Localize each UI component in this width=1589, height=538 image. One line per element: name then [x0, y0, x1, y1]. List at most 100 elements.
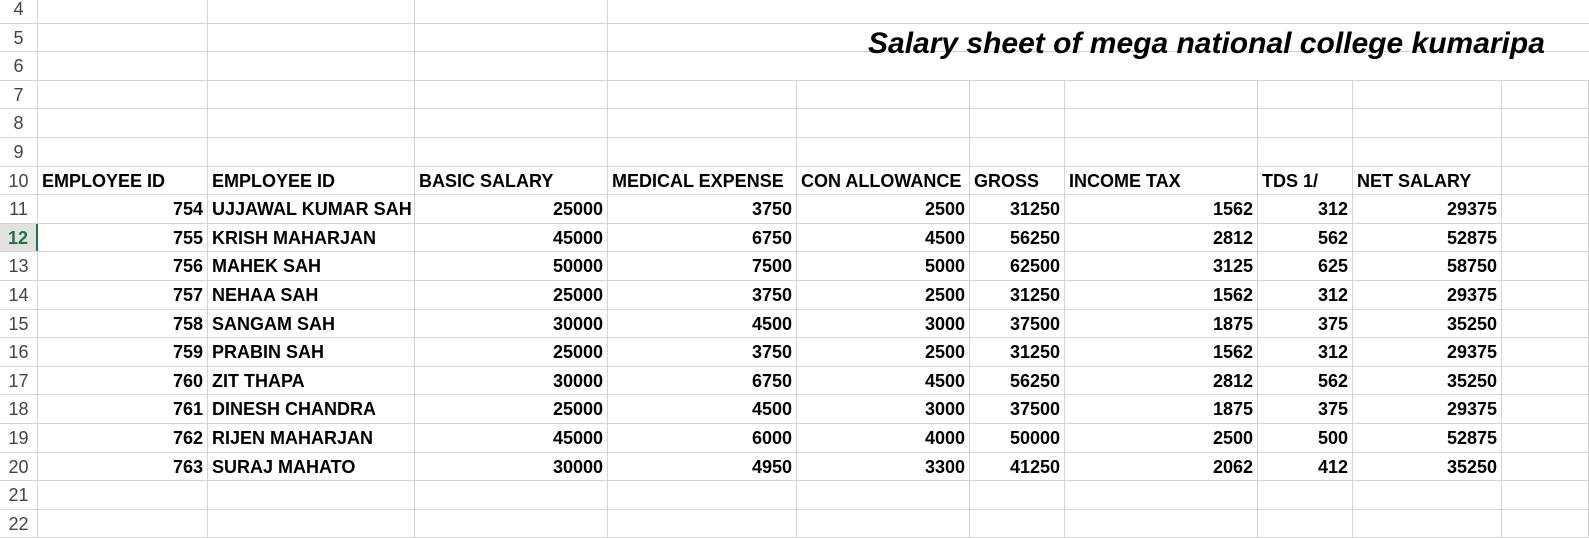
cell[interactable]: 4500 — [608, 395, 797, 423]
row-header[interactable]: 17 — [0, 366, 38, 395]
cell[interactable] — [415, 509, 608, 538]
cell[interactable]: 29375 — [1353, 280, 1502, 309]
cell[interactable]: 562 — [1258, 223, 1353, 252]
cell[interactable]: 1562 — [1065, 280, 1258, 309]
cell[interactable]: 1562 — [1065, 195, 1258, 223]
cell[interactable] — [797, 509, 970, 538]
cell[interactable]: 2500 — [1065, 423, 1258, 452]
cell[interactable]: 757 — [38, 280, 208, 309]
cell[interactable] — [415, 481, 608, 509]
cell[interactable] — [1258, 509, 1353, 538]
cell[interactable] — [1258, 80, 1353, 109]
cell[interactable] — [1502, 309, 1589, 338]
cell[interactable]: 754 — [38, 195, 208, 223]
cell[interactable]: 1875 — [1065, 309, 1258, 338]
cell[interactable] — [1502, 109, 1589, 137]
cell[interactable]: 312 — [1258, 338, 1353, 366]
cell[interactable] — [1502, 195, 1589, 223]
cell[interactable] — [208, 137, 415, 166]
cell[interactable]: 30000 — [415, 366, 608, 395]
cell[interactable] — [797, 80, 970, 109]
row-header[interactable]: 22 — [0, 509, 38, 538]
cell[interactable]: 3750 — [608, 338, 797, 366]
cell[interactable]: 6750 — [608, 366, 797, 395]
cell[interactable] — [208, 481, 415, 509]
cell[interactable] — [1258, 137, 1353, 166]
cell[interactable]: 35250 — [1353, 309, 1502, 338]
cell[interactable]: EMPLOYEE ID — [208, 166, 415, 195]
cell[interactable] — [1353, 137, 1502, 166]
cell[interactable] — [1353, 80, 1502, 109]
row-header[interactable]: 12 — [0, 223, 38, 252]
cell[interactable] — [1502, 338, 1589, 366]
cell[interactable] — [1065, 109, 1258, 137]
cell[interactable] — [38, 52, 208, 80]
row-header[interactable]: 10 — [0, 166, 38, 195]
cell[interactable] — [415, 0, 608, 23]
cell[interactable] — [608, 481, 797, 509]
cell[interactable] — [1502, 509, 1589, 538]
row-header[interactable]: 4 — [0, 0, 38, 23]
cell[interactable]: 25000 — [415, 280, 608, 309]
cell[interactable]: MEDICAL EXPENSE — [608, 166, 797, 195]
cell[interactable] — [415, 137, 608, 166]
cell[interactable] — [970, 481, 1065, 509]
cell[interactable] — [970, 137, 1065, 166]
cell[interactable] — [797, 137, 970, 166]
cell[interactable] — [1502, 481, 1589, 509]
cell[interactable]: NEHAA SAH — [208, 280, 415, 309]
cell[interactable] — [208, 109, 415, 137]
cell[interactable]: GROSS — [970, 166, 1065, 195]
cell[interactable] — [38, 80, 208, 109]
cell[interactable] — [38, 109, 208, 137]
cell[interactable]: 312 — [1258, 280, 1353, 309]
cell[interactable] — [1502, 223, 1589, 252]
cell[interactable] — [208, 509, 415, 538]
cell[interactable] — [1502, 252, 1589, 280]
cell[interactable]: EMPLOYEE ID — [38, 166, 208, 195]
cell[interactable] — [415, 80, 608, 109]
cell[interactable]: 4500 — [608, 309, 797, 338]
cell[interactable]: 755 — [38, 223, 208, 252]
cell[interactable]: 758 — [38, 309, 208, 338]
cell[interactable]: 25000 — [415, 338, 608, 366]
cell[interactable] — [970, 80, 1065, 109]
cell[interactable]: 761 — [38, 395, 208, 423]
cell[interactable]: 52875 — [1353, 223, 1502, 252]
cell[interactable] — [970, 509, 1065, 538]
cell[interactable]: 2062 — [1065, 452, 1258, 481]
row-header[interactable]: 19 — [0, 423, 38, 452]
cell[interactable]: 41250 — [970, 452, 1065, 481]
cell[interactable]: 3750 — [608, 280, 797, 309]
cell[interactable] — [415, 52, 608, 80]
row-header[interactable]: 7 — [0, 80, 38, 109]
cell[interactable]: 30000 — [415, 309, 608, 338]
cell[interactable]: DINESH CHANDRA — [208, 395, 415, 423]
cell[interactable] — [1502, 137, 1589, 166]
cell[interactable]: RIJEN MAHARJAN — [208, 423, 415, 452]
cell[interactable]: SANGAM SAH — [208, 309, 415, 338]
cell[interactable] — [1065, 80, 1258, 109]
cell[interactable]: 1562 — [1065, 338, 1258, 366]
cell[interactable]: BASIC SALARY — [415, 166, 608, 195]
cell[interactable] — [208, 23, 415, 52]
cell[interactable]: NET SALARY — [1353, 166, 1502, 195]
cell[interactable] — [970, 109, 1065, 137]
cell[interactable]: 35250 — [1353, 366, 1502, 395]
cell[interactable] — [1065, 137, 1258, 166]
cell[interactable]: 3125 — [1065, 252, 1258, 280]
cell[interactable] — [415, 23, 608, 52]
cell[interactable]: 3000 — [797, 395, 970, 423]
cell[interactable] — [1502, 166, 1589, 195]
cell[interactable]: 1875 — [1065, 395, 1258, 423]
cell[interactable] — [208, 52, 415, 80]
cell[interactable]: 762 — [38, 423, 208, 452]
cell[interactable]: 29375 — [1353, 195, 1502, 223]
cell[interactable]: 45000 — [415, 223, 608, 252]
cell[interactable]: 3000 — [797, 309, 970, 338]
cell[interactable] — [1502, 395, 1589, 423]
cell[interactable]: 756 — [38, 252, 208, 280]
cell[interactable]: 25000 — [415, 395, 608, 423]
cell[interactable] — [1502, 423, 1589, 452]
cell[interactable]: 375 — [1258, 395, 1353, 423]
